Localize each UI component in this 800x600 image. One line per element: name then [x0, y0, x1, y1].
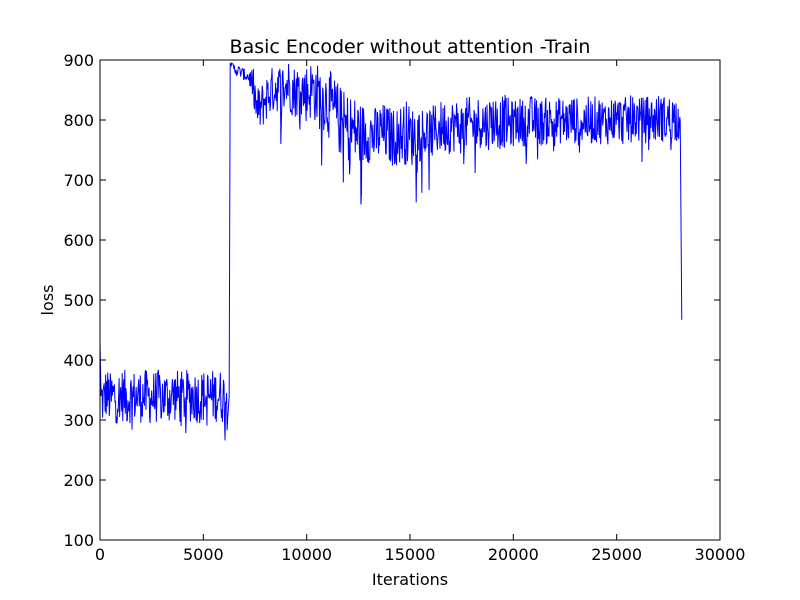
plot-area — [100, 62, 683, 441]
y-tick-label: 800 — [63, 111, 94, 130]
y-tick-label: 900 — [63, 51, 94, 70]
x-tick-label: 10000 — [281, 545, 332, 564]
y-tick-label: 300 — [63, 411, 94, 430]
x-tick-label: 5000 — [183, 545, 224, 564]
y-axis: 100 200 300 400 500 600 700 800 900 — [63, 51, 720, 550]
y-tick-label: 600 — [63, 231, 94, 250]
y-tick-label: 100 — [63, 531, 94, 550]
y-tick-label: 200 — [63, 471, 94, 490]
x-axis-label: Iterations — [372, 570, 448, 589]
x-tick-label: 15000 — [385, 545, 436, 564]
y-axis-label: loss — [38, 285, 57, 316]
chart-title: Basic Encoder without attention -Train — [230, 36, 591, 58]
x-tick-label: 0 — [95, 545, 105, 564]
x-tick-label: 25000 — [591, 545, 642, 564]
series-line — [100, 62, 683, 441]
x-tick-label: 30000 — [695, 545, 746, 564]
y-tick-label: 500 — [63, 291, 94, 310]
y-tick-label: 400 — [63, 351, 94, 370]
y-tick-label: 700 — [63, 171, 94, 190]
x-tick-label: 20000 — [488, 545, 539, 564]
x-axis: 0 5000 10000 15000 20000 25000 30000 — [95, 60, 746, 564]
